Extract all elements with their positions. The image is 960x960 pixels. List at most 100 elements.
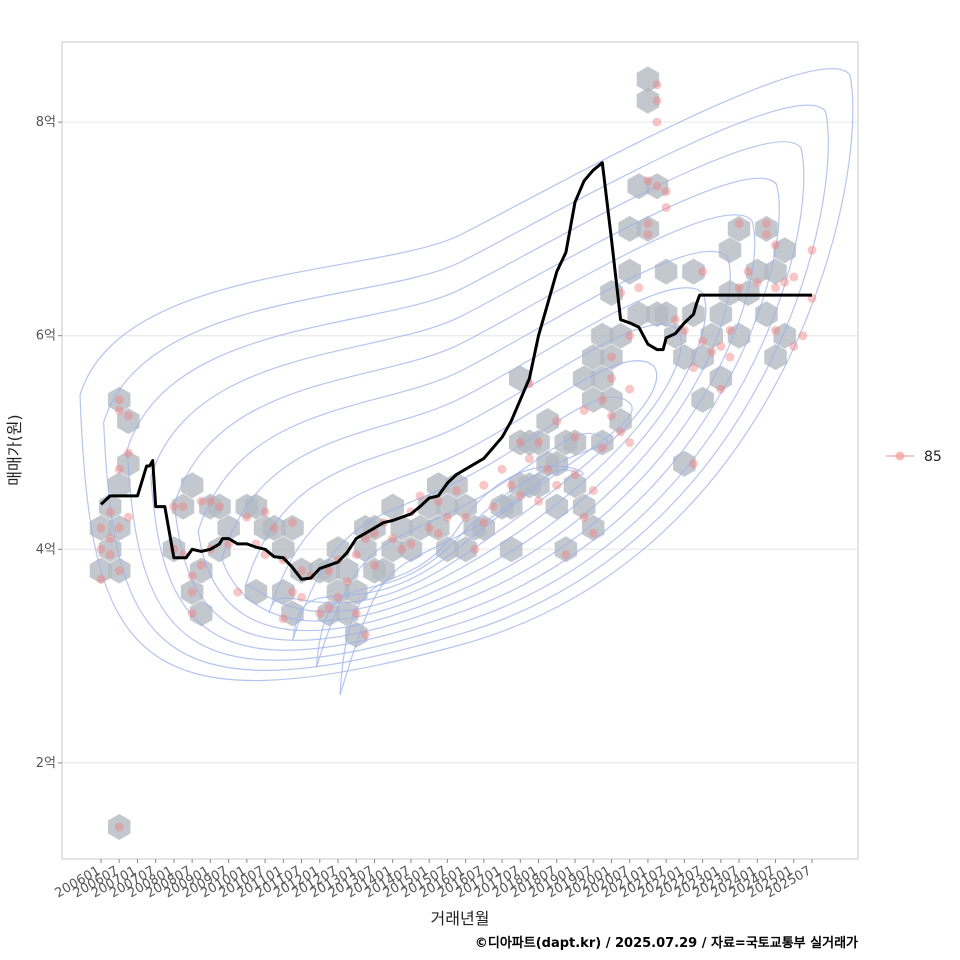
scatter-point-16 xyxy=(169,502,179,512)
y-tick-label-3: 8억 xyxy=(36,115,56,130)
hexbin-52 xyxy=(427,514,450,541)
scatter-point-71 xyxy=(515,437,525,447)
scatter-point-81 xyxy=(570,470,580,480)
hexbin-14 xyxy=(180,579,204,605)
hexbin-103 xyxy=(673,344,696,371)
scatter-point-35 xyxy=(278,614,288,624)
hexbin-16 xyxy=(190,600,213,627)
scatter-point-11 xyxy=(123,411,133,421)
density-contour-3 xyxy=(150,177,780,651)
hexbin-22 xyxy=(244,493,268,520)
scatter-point-111 xyxy=(698,267,708,277)
hexbin-84 xyxy=(591,365,614,392)
hexbin-95 xyxy=(636,66,660,93)
scatter-point-107 xyxy=(670,315,680,325)
scatter-point-63 xyxy=(452,486,461,496)
scatter-point-25 xyxy=(205,496,215,506)
hexbin-105 xyxy=(682,258,705,285)
scatter-point-104 xyxy=(652,117,662,127)
hexbin-20 xyxy=(217,514,240,541)
scatter-point-19 xyxy=(187,587,197,597)
hexbin-122 xyxy=(773,237,796,264)
density-contour-2 xyxy=(126,141,805,661)
scatter-point-123 xyxy=(761,229,771,239)
scatter-point-74 xyxy=(524,454,534,464)
hexbin-100 xyxy=(654,301,678,328)
scatter-point-77 xyxy=(543,464,553,474)
scatter-point-75 xyxy=(534,437,544,447)
scatter-point-95 xyxy=(625,384,635,394)
scatter-point-32 xyxy=(260,507,270,517)
scatter-point-0 xyxy=(96,523,106,533)
scatter-point-131 xyxy=(807,245,817,255)
hexbin-15 xyxy=(190,557,213,584)
scatter-point-78 xyxy=(552,416,562,426)
scatter-point-126 xyxy=(771,325,781,335)
scatter-point-72 xyxy=(515,491,525,501)
scatter-point-48 xyxy=(351,550,361,560)
scatter-point-26 xyxy=(215,502,224,512)
scatter-point-62 xyxy=(442,512,452,522)
density-contour-layer xyxy=(79,68,854,696)
scatter-point-116 xyxy=(725,325,735,335)
scatter-point-108 xyxy=(679,325,689,335)
scatter-point-9 xyxy=(114,523,124,533)
hexbin-56 xyxy=(454,493,477,520)
y-axis-ticks: 2억 4억 6억 8억 xyxy=(36,115,62,771)
scatter-point-86 xyxy=(588,528,598,538)
scatter-point-65 xyxy=(470,544,480,554)
hexbin-109 xyxy=(700,322,723,349)
scatter-point-49 xyxy=(360,630,370,640)
hexbin-119 xyxy=(755,215,778,242)
scatter-point-7 xyxy=(114,405,124,415)
hexbin-78 xyxy=(572,365,596,392)
hexbin-116 xyxy=(736,280,760,306)
hexbin-88 xyxy=(600,386,623,413)
hexbin-120 xyxy=(764,258,787,285)
scatter-point-80 xyxy=(561,550,571,560)
scatter-point-101 xyxy=(652,181,662,191)
y-tick-label-2: 6억 xyxy=(36,329,56,344)
scatter-point-117 xyxy=(725,352,735,362)
trend-line xyxy=(99,161,812,581)
scatter-point-106 xyxy=(661,203,671,213)
hexbin-4 xyxy=(108,386,131,413)
hexbin-6 xyxy=(108,514,131,541)
scatter-point-70 xyxy=(506,480,516,490)
hexbin-8 xyxy=(108,814,131,840)
scatter-point-8 xyxy=(114,464,124,474)
hexbin-104 xyxy=(673,450,696,477)
scatter-point-69 xyxy=(497,464,507,474)
hexbin-91 xyxy=(618,215,641,242)
scatter-point-20 xyxy=(187,608,197,618)
scatter-point-54 xyxy=(388,534,398,544)
scatter-point-17 xyxy=(178,502,188,512)
scatter-point-94 xyxy=(625,331,635,341)
scatter-point-88 xyxy=(597,395,607,405)
scatter-point-39 xyxy=(297,566,307,576)
hexbin-87 xyxy=(600,344,623,371)
scatter-point-105 xyxy=(661,187,671,197)
scatter-point-42 xyxy=(324,603,334,613)
density-contour-9 xyxy=(292,396,633,641)
scatter-point-50 xyxy=(360,534,370,544)
hexbin-115 xyxy=(727,322,751,349)
source-caption: ©디아파트(dapt.kr) / 2025.07.29 / 자료=국토교통부 실… xyxy=(475,935,858,951)
scatter-point-68 xyxy=(488,502,498,512)
scatter-point-36 xyxy=(287,518,297,528)
hexbin-12 xyxy=(171,493,195,520)
scatter-point-102 xyxy=(652,80,662,90)
scatter-point-61 xyxy=(433,528,443,538)
scatter-point-82 xyxy=(570,432,580,442)
scatter-point-130 xyxy=(798,331,808,341)
scatter-point-114 xyxy=(716,384,726,394)
legend: 85 xyxy=(886,449,942,465)
hexbin-38 xyxy=(345,579,368,605)
scatter-point-22 xyxy=(196,496,206,506)
scatter-point-47 xyxy=(351,608,361,618)
trend-layer xyxy=(99,161,812,581)
scatter-point-67 xyxy=(479,480,489,490)
scatter-point-125 xyxy=(771,240,781,250)
scatter-point-2 xyxy=(96,574,106,584)
scatter-point-98 xyxy=(643,219,653,229)
